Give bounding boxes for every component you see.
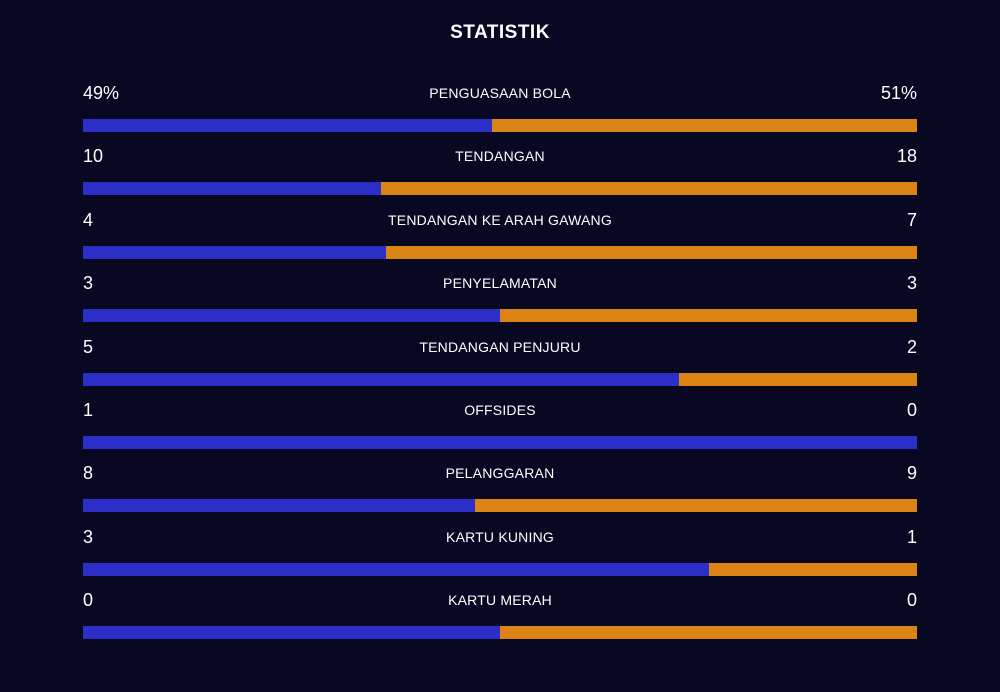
away-bar-segment — [708, 562, 917, 576]
stat-label: TENDANGAN KE ARAH GAWANG — [388, 211, 612, 228]
comparison-bar — [83, 626, 917, 640]
stat-row-corners: 5 TENDANGAN PENJURU 2 — [83, 334, 917, 397]
home-bar-segment — [83, 245, 387, 259]
away-value: 0 — [906, 399, 917, 420]
home-value: 49% — [83, 83, 120, 103]
stat-label: TENDANGAN — [455, 148, 545, 165]
away-value: 2 — [906, 336, 917, 357]
comparison-bar — [83, 245, 917, 259]
comparison-bar — [83, 499, 917, 513]
home-bar-segment — [83, 626, 500, 640]
home-bar-segment — [83, 499, 476, 513]
comparison-bar — [83, 182, 917, 196]
stat-row-saves: 3 PENYELAMATAN 3 — [83, 270, 917, 333]
away-value: 7 — [906, 209, 917, 230]
comparison-bar — [83, 435, 917, 449]
home-bar-segment — [83, 562, 709, 576]
stat-label: PELANGGARAN — [445, 465, 555, 482]
away-value: 18 — [896, 146, 917, 167]
stat-row-yellow-cards: 3 KARTU KUNING 1 — [83, 524, 917, 587]
home-value: 1 — [83, 399, 94, 420]
away-value: 3 — [906, 273, 917, 294]
home-value: 10 — [83, 146, 104, 167]
away-bar-segment — [500, 626, 917, 640]
home-bar-segment — [83, 372, 679, 386]
comparison-bar — [83, 309, 917, 323]
away-bar-segment — [380, 182, 917, 196]
away-bar-segment — [475, 499, 917, 513]
home-bar-segment — [83, 182, 381, 196]
away-value: 1 — [906, 526, 917, 547]
stat-row-possession: 49% PENGUASAAN BOLA 51% — [83, 80, 917, 143]
home-value: 4 — [83, 209, 94, 230]
home-value: 3 — [83, 526, 94, 547]
home-value: 5 — [83, 336, 94, 357]
stat-label: PENYELAMATAN — [443, 275, 557, 292]
stat-label: TENDANGAN PENJURU — [419, 338, 581, 355]
away-value: 51% — [880, 83, 917, 103]
home-bar-segment — [83, 435, 917, 449]
away-bar-segment — [678, 372, 917, 386]
stats-title: STATISTIK — [450, 22, 550, 43]
away-bar-segment — [386, 245, 917, 259]
stat-row-shots-on-target: 4 TENDANGAN KE ARAH GAWANG 7 — [83, 207, 917, 270]
stats-list: 49% PENGUASAAN BOLA 51% 10 TENDANGAN 18 … — [83, 80, 917, 651]
stat-row-fouls: 8 PELANGGARAN 9 — [83, 460, 917, 523]
stat-row-offsides: 1 OFFSIDES 0 — [83, 397, 917, 460]
stat-row-red-cards: 0 KARTU MERAH 0 — [83, 587, 917, 650]
home-value: 8 — [83, 463, 94, 484]
stat-label: KARTU MERAH — [448, 592, 552, 609]
away-bar-segment — [491, 119, 917, 132]
home-value: 0 — [83, 590, 94, 611]
stat-label: KARTU KUNING — [446, 528, 554, 545]
away-value: 0 — [906, 590, 917, 611]
comparison-bar — [83, 372, 917, 386]
stat-label: OFFSIDES — [464, 401, 536, 418]
comparison-bar — [83, 119, 917, 132]
home-bar-segment — [83, 119, 492, 132]
stat-label: PENGUASAAN BOLA — [429, 85, 571, 101]
comparison-bar — [83, 562, 917, 576]
away-bar-segment — [500, 309, 917, 323]
home-bar-segment — [83, 309, 500, 323]
away-value: 9 — [906, 463, 917, 484]
home-value: 3 — [83, 273, 94, 294]
stat-row-shots: 10 TENDANGAN 18 — [83, 143, 917, 206]
